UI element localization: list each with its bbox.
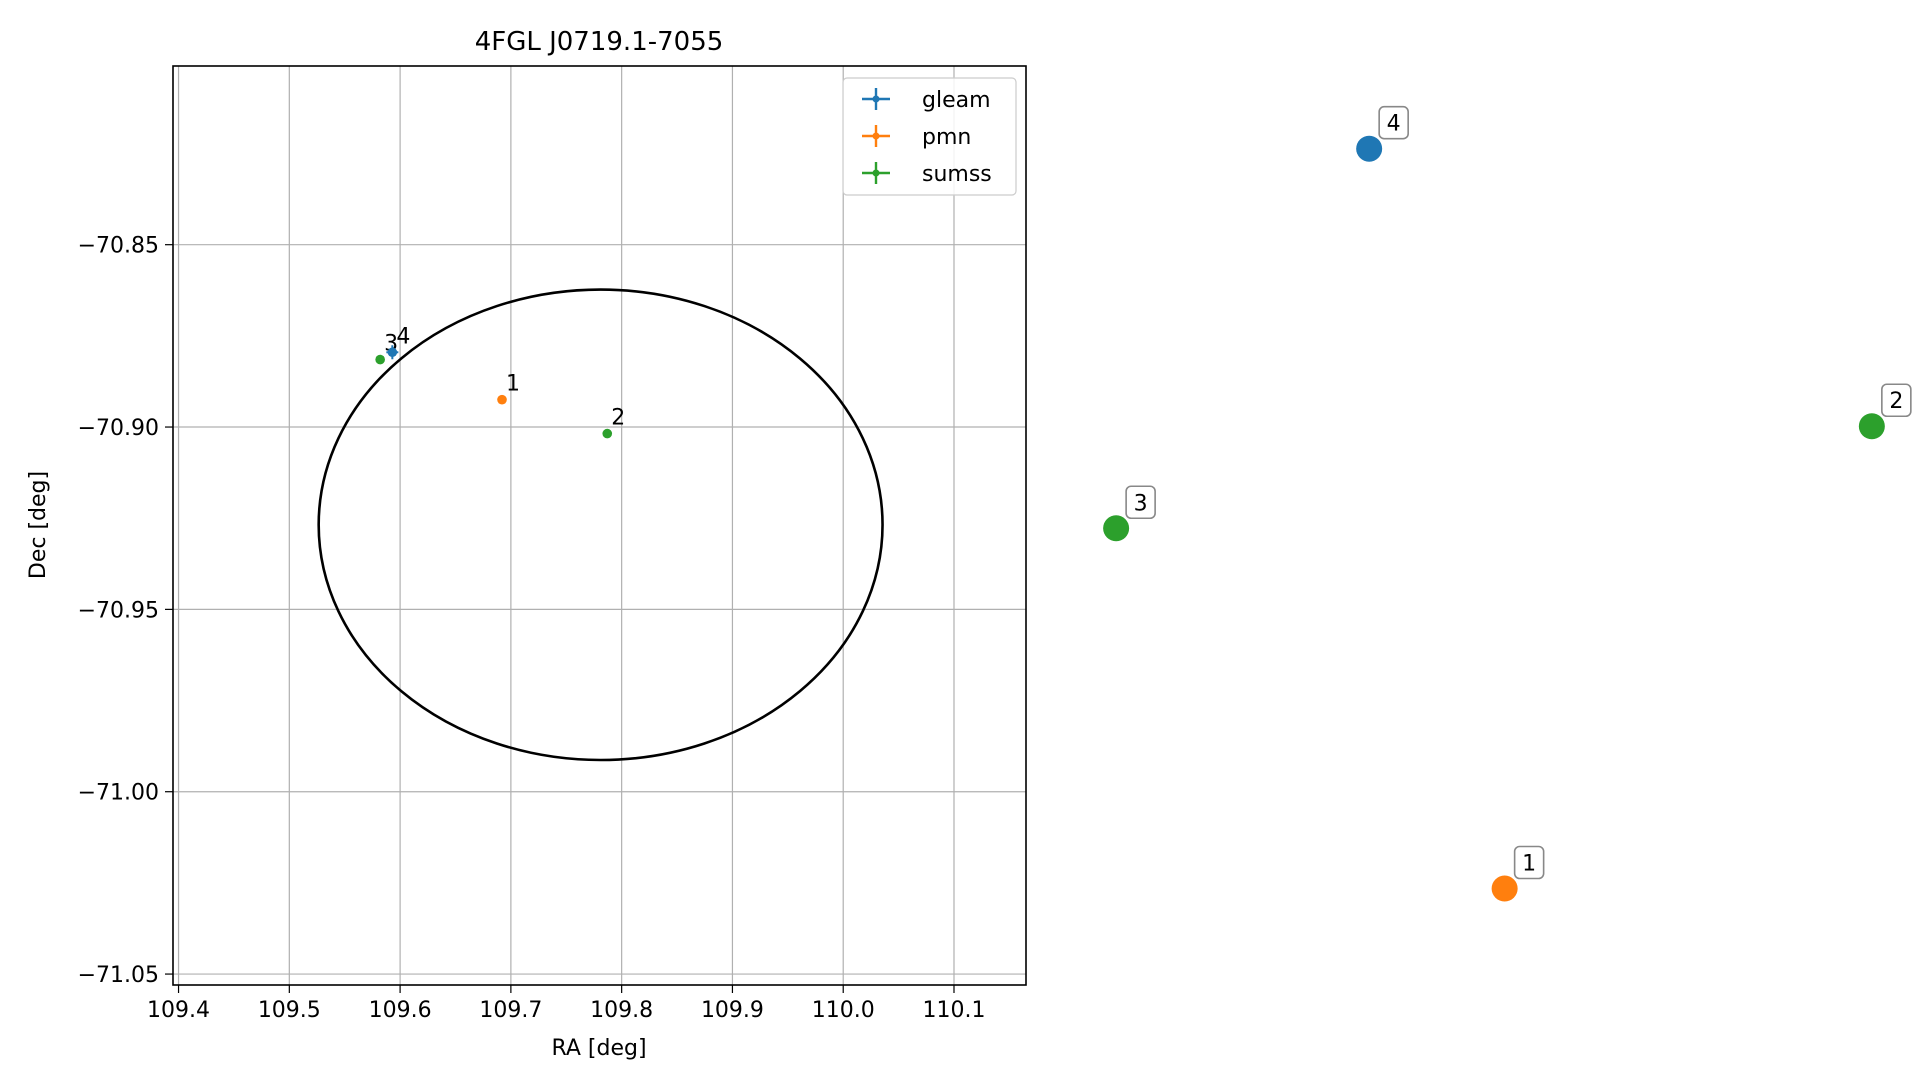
- x-tick-label: 109.5: [258, 998, 321, 1023]
- x-tick-label: 109.4: [147, 998, 210, 1023]
- error-ellipse-layer: [317, 288, 884, 762]
- point-2-marker: [602, 428, 613, 439]
- offset-badge-3: [1125, 485, 1156, 520]
- offset-badge-4-label: 4: [1387, 112, 1401, 137]
- offset-badge-2-label: 2: [1889, 389, 1903, 414]
- x-tick-label: 109.6: [369, 998, 432, 1023]
- offset-badge-1: [1513, 845, 1545, 880]
- point-2-label: 2: [611, 406, 625, 431]
- point-3-marker: [375, 354, 385, 365]
- x-tick-label: 109.9: [701, 998, 764, 1023]
- legend: gleam pmn sumss: [842, 77, 1017, 196]
- error-ellipse: [317, 288, 884, 762]
- legend-sumss-label: sumss: [922, 162, 992, 187]
- offset-badge-4: [1378, 105, 1409, 140]
- offset-point-2: [1858, 413, 1885, 440]
- legend-pmn-marker: [872, 132, 880, 140]
- offset-point-1: [1491, 875, 1518, 902]
- chart-title: 4FGL J0719.1-7055: [475, 27, 724, 57]
- offset-panel: 1 2 3 4: [1103, 105, 1912, 902]
- x-tick-label: 109.8: [590, 998, 653, 1023]
- x-tick-label: 110.1: [923, 998, 986, 1023]
- y-tick-label: −70.85: [78, 234, 159, 259]
- y-axis-label: Dec [deg]: [26, 471, 51, 579]
- offset-point-3: [1103, 515, 1130, 542]
- x-tick-label: 109.7: [479, 998, 542, 1023]
- offset-badge-3-label: 3: [1134, 491, 1148, 516]
- legend-box: [842, 77, 1017, 196]
- offset-point-4: [1356, 135, 1383, 162]
- point-4-marker: [387, 347, 398, 358]
- x-axis-label: RA [deg]: [551, 1036, 646, 1061]
- x-ticks: 109.4 109.5 109.6 109.7 109.8 109.9 110.0 110.1: [147, 985, 985, 1023]
- offset-badge-1-label: 1: [1522, 852, 1536, 877]
- point-1-label: 1: [506, 372, 520, 397]
- legend-gleam-marker: [872, 95, 880, 103]
- y-tick-label: −71.05: [78, 963, 159, 988]
- x-tick-label: 110.0: [812, 998, 875, 1023]
- grid-lines: [173, 66, 1026, 985]
- y-ticks: −70.85 −70.90 −70.95 −71.00 −71.05: [78, 234, 173, 988]
- y-tick-label: −71.00: [78, 781, 159, 806]
- legend-pmn-label: pmn: [922, 125, 971, 150]
- legend-gleam-label: gleam: [922, 88, 991, 113]
- point-4-label: 4: [396, 324, 410, 349]
- point-1-marker: [497, 394, 507, 405]
- y-tick-label: −70.90: [78, 416, 159, 441]
- offset-badge-2: [1881, 383, 1912, 418]
- axes-frame: [172, 65, 1027, 986]
- y-tick-label: −70.95: [78, 598, 159, 623]
- legend-sumss-marker: [872, 169, 880, 177]
